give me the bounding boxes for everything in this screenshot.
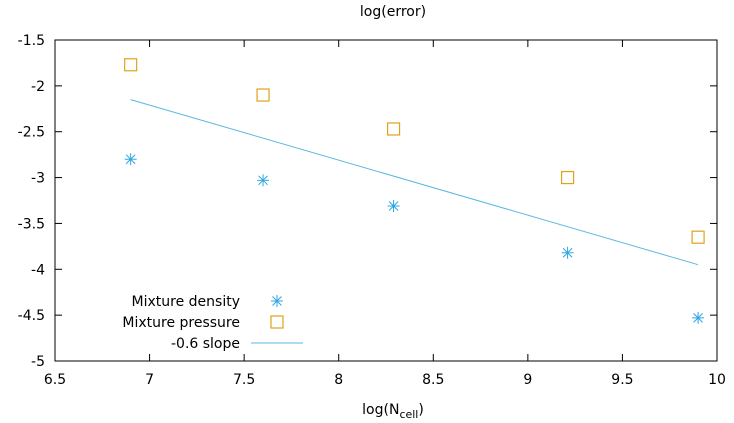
- pressure-point: [388, 123, 400, 135]
- pressure-point: [562, 172, 574, 184]
- density-point: [125, 153, 137, 165]
- y-tick-label: -4.5: [18, 308, 45, 324]
- density-point: [692, 312, 704, 324]
- legend-label: Mixture density: [132, 294, 240, 310]
- y-tick-label: -2: [31, 79, 45, 95]
- axis-ticks: 6.5 7 7.5 8 8.5 9 9.5 10 -5 -4.5 -4 -3.5 -3 -2.5 -2 -1.…: [18, 33, 726, 388]
- legend-label: -0.6 slope: [171, 336, 240, 352]
- y-tick-label: -3: [31, 171, 45, 187]
- pressure-point: [125, 59, 137, 71]
- density-point: [388, 200, 400, 212]
- density-point: [562, 247, 574, 259]
- plot-border: [55, 40, 717, 361]
- x-tick-label: 6.5: [44, 372, 66, 388]
- legend-sample-asterisk: [271, 295, 283, 307]
- y-tick-label: -4: [31, 262, 45, 278]
- legend-sample-square: [271, 316, 283, 328]
- x-axis-title-base: log(N: [362, 402, 399, 418]
- x-tick-label: 8.5: [422, 372, 444, 388]
- x-tick-label: 9: [523, 372, 532, 388]
- slope-line: [131, 100, 698, 265]
- x-tick-label: 9.5: [611, 372, 633, 388]
- data-marks: [125, 59, 704, 324]
- y-tick-label: -3.5: [18, 216, 45, 232]
- legend: Mixture density Mixture pressure -0.6 slop…: [122, 294, 303, 352]
- y-tick-label: -1.5: [18, 33, 45, 49]
- y-tick-label: -2.5: [18, 125, 45, 141]
- x-axis-title-suffix: ): [418, 402, 423, 418]
- pressure-point: [692, 231, 704, 243]
- x-tick-label: 8: [334, 372, 343, 388]
- pressure-point: [257, 89, 269, 101]
- x-tick-label: 10: [708, 372, 726, 388]
- density-point: [257, 174, 269, 186]
- plot-frame: [55, 40, 717, 361]
- x-axis-title: log(Ncell): [362, 402, 424, 421]
- x-axis-title-subscript: cell: [399, 408, 418, 421]
- y-tick-label: -5: [31, 354, 45, 370]
- x-tick-label: 7.5: [233, 372, 255, 388]
- chart-title: log(error): [360, 4, 426, 20]
- legend-label: Mixture pressure: [122, 315, 240, 331]
- x-tick-label: 7: [145, 372, 154, 388]
